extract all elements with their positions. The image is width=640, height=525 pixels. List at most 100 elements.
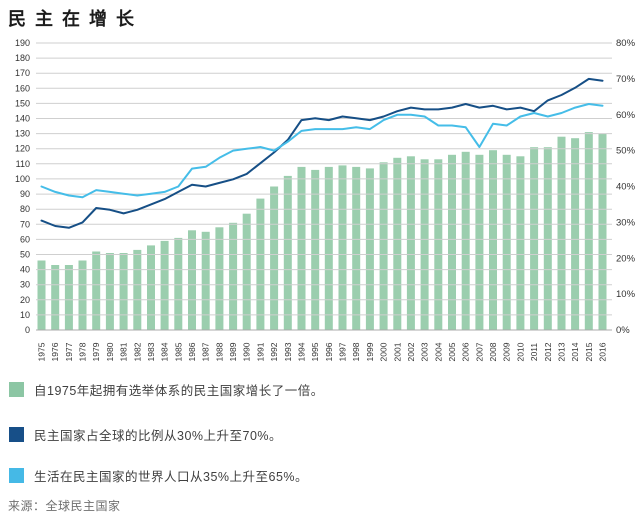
x-label-1998: 1998 (351, 342, 361, 361)
bar-1981 (119, 253, 128, 330)
bar-1993 (283, 175, 292, 330)
left-axis-tick-50: 50 (20, 250, 30, 260)
bar-2010 (516, 156, 525, 330)
x-label-2013: 2013 (557, 342, 567, 361)
left-axis-tick-160: 160 (15, 83, 30, 93)
x-label-1992: 1992 (269, 342, 279, 361)
left-axis-tick-190: 190 (15, 38, 30, 48)
x-label-2003: 2003 (420, 342, 430, 361)
left-axis-tick-40: 40 (20, 265, 30, 275)
x-label-2014: 2014 (570, 342, 580, 361)
legend-item-democracy-count: 自1975年起拥有选举体系的民主国家增长了一倍。 (9, 380, 324, 399)
right-axis-tick-20%: 20% (616, 253, 636, 264)
chart-canvas: 0 10 20 30 40 50 60 70 80 90 100 110 120 130 140 150 160… (15, 38, 636, 362)
legend-swatch-green (9, 382, 24, 397)
x-label-2004: 2004 (433, 342, 443, 361)
bar-2000 (379, 162, 388, 330)
bar-2012 (543, 147, 552, 330)
x-label-1985: 1985 (173, 342, 183, 361)
x-label-1997: 1997 (338, 342, 348, 361)
left-axis-tick-0: 0 (25, 325, 30, 335)
line-population-share (40, 103, 604, 199)
x-label-1994: 1994 (297, 342, 307, 361)
x-label-1987: 1987 (201, 342, 211, 361)
legend-label-democracy-share: 民主国家占全球的比例从30%上升至70%。 (34, 429, 283, 443)
bar-2009 (502, 154, 511, 330)
x-label-2000: 2000 (379, 342, 389, 361)
x-label-1989: 1989 (228, 342, 238, 361)
source-text: 来源：全球民主国家 (8, 499, 121, 513)
x-label-1979: 1979 (91, 342, 101, 361)
left-axis-tick-80: 80 (20, 204, 30, 214)
bar-1986 (188, 230, 196, 330)
bar-2008 (489, 150, 497, 330)
x-label-1975: 1975 (37, 342, 47, 361)
bar-1987 (201, 231, 210, 330)
x-label-2012: 2012 (543, 342, 553, 361)
left-axis-tick-110: 110 (16, 159, 30, 169)
left-axis-tick-100: 100 (15, 174, 30, 184)
left-axis-tick-30: 30 (20, 280, 30, 290)
x-label-2008: 2008 (488, 342, 498, 361)
x-label-2010: 2010 (515, 342, 525, 361)
x-label-1984: 1984 (160, 342, 170, 361)
x-label-1988: 1988 (214, 342, 224, 361)
bar-1995 (311, 169, 320, 330)
x-label-1977: 1977 (64, 342, 74, 361)
x-label-1983: 1983 (146, 342, 156, 361)
left-axis-tick-10: 10 (20, 310, 30, 320)
right-axis-tick-0%: 0% (616, 325, 630, 336)
right-axis-tick-30%: 30% (616, 217, 636, 228)
bar-2015 (584, 132, 593, 330)
legend-label-democracy-count: 自1975年起拥有选举体系的民主国家增长了一倍。 (34, 384, 324, 398)
x-label-2002: 2002 (406, 342, 416, 361)
bar-1975 (37, 260, 46, 330)
right-axis-tick-60%: 60% (616, 110, 636, 121)
x-label-1993: 1993 (283, 342, 293, 361)
x-label-2005: 2005 (447, 342, 457, 361)
x-label-1982: 1982 (132, 342, 142, 361)
bar-1984 (160, 240, 169, 330)
bar-1996 (324, 166, 333, 330)
bar-1988 (215, 227, 224, 330)
bar-1976 (51, 265, 60, 330)
x-label-1996: 1996 (324, 342, 334, 361)
right-axis-tick-40%: 40% (616, 182, 636, 193)
bar-1989 (229, 222, 238, 330)
x-label-2016: 2016 (598, 342, 608, 361)
bar-1979 (92, 251, 101, 330)
bar-1982 (133, 249, 142, 330)
right-axis-tick-10%: 10% (616, 289, 636, 300)
legend-swatch-darkblue (9, 427, 24, 442)
legend-item-population-share: 生活在民主国家的世界人口从35%上升至65%。 (9, 466, 308, 485)
bar-2006 (461, 151, 470, 330)
x-label-2007: 2007 (474, 342, 484, 361)
bar-1992 (270, 186, 279, 330)
bar-1985 (174, 237, 183, 330)
x-label-1976: 1976 (50, 342, 60, 361)
left-axis-tick-140: 140 (15, 114, 30, 124)
bar-1999 (365, 168, 374, 330)
bar-1980 (105, 253, 114, 330)
bar-2004 (434, 159, 443, 330)
left-axis-tick-170: 170 (15, 68, 30, 78)
left-axis-tick-180: 180 (15, 53, 30, 63)
legend-swatch-lightblue (9, 468, 24, 483)
left-axis-tick-120: 120 (15, 144, 30, 154)
legend-item-democracy-share: 民主国家占全球的比例从30%上升至70%。 (9, 425, 282, 444)
bar-1977 (64, 265, 73, 330)
x-label-2006: 2006 (461, 342, 471, 361)
left-axis-tick-20: 20 (20, 295, 30, 305)
bar-1994 (297, 166, 306, 330)
bar-1978 (78, 260, 87, 330)
bar-1997 (338, 165, 347, 330)
left-axis-tick-130: 130 (15, 129, 30, 139)
left-axis-tick-90: 90 (20, 189, 30, 199)
bar-2007 (475, 154, 484, 330)
x-label-2011: 2011 (529, 343, 539, 362)
x-label-2001: 2001 (392, 342, 402, 361)
line-democracy-share (40, 77, 604, 229)
x-label-1980: 1980 (105, 342, 115, 361)
right-axis-tick-80%: 80% (616, 38, 636, 49)
